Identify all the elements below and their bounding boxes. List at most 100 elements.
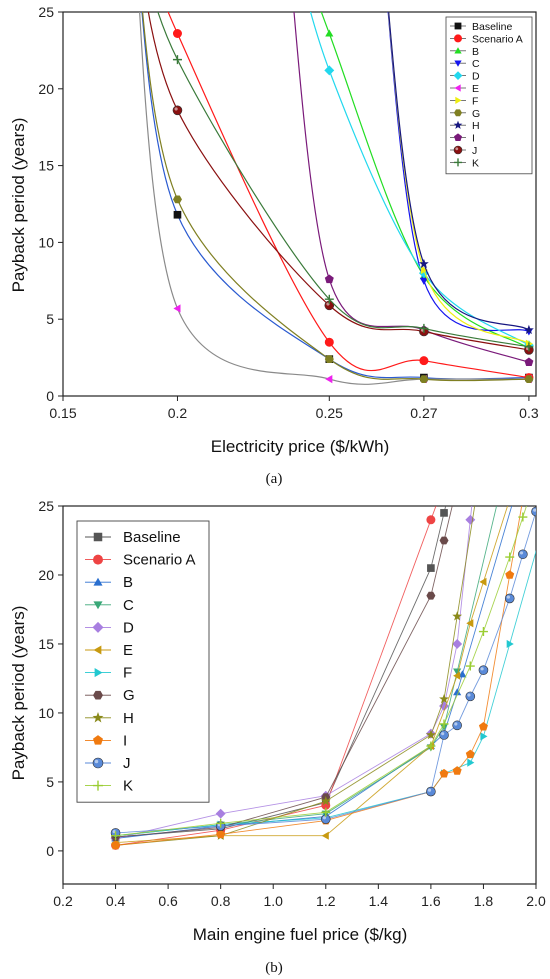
chart-b-xlabel: Main engine fuel price ($/kg) (193, 925, 408, 944)
chart-b-ytick-label: 5 (46, 774, 54, 790)
chart-b-point (439, 768, 449, 778)
chart-a-legend-marker (454, 158, 462, 167)
chart-a-point-highlight (174, 107, 178, 111)
chart-b-ylabel: Payback period (years) (9, 606, 28, 781)
chart-b-xtick-label: 0.2 (53, 893, 73, 909)
chart-a-point (324, 337, 334, 347)
chart-a-series-line (309, 12, 530, 346)
chart-a-legend-label: F (472, 95, 478, 107)
chart-b-point (439, 719, 449, 729)
chart-b: 0.2 0.4 0.6 0.8 1.0 1.2 1.4 1.6 1.8 2.0 0 5 10 15 20 25… (9, 498, 546, 976)
chart-b-plot-area (62, 505, 537, 885)
chart-b-point (465, 661, 475, 671)
chart-a-point (420, 265, 428, 275)
chart-b-point (504, 593, 515, 604)
chart-b-point (426, 515, 436, 525)
chart-a-series-line (387, 12, 530, 345)
chart-a-ylabel: Payback period (years) (9, 118, 28, 293)
chart-b-ytick-label: 10 (38, 705, 54, 721)
chart-b-series-line (115, 506, 523, 846)
chart-b-ytick-label: 25 (38, 498, 54, 514)
chart-a-series-line (387, 12, 530, 333)
chart-b-point (320, 796, 331, 806)
chart-b-point (531, 506, 536, 517)
chart-a-legend-marker-highlight (455, 147, 459, 151)
chart-b-point (426, 591, 436, 600)
chart-b-point (453, 671, 461, 680)
chart-b-legend-marker (93, 577, 103, 586)
chart-b-point (458, 670, 467, 678)
chart-b-point (479, 577, 487, 586)
chart-b-point (111, 831, 121, 841)
chart-a-point (419, 356, 429, 366)
chart-b-legend-label: Scenario A (123, 552, 196, 569)
chart-a-point (419, 323, 429, 333)
chart-b-point (478, 665, 489, 675)
chart-a-series-line (320, 12, 530, 349)
chart-b-point (506, 639, 514, 649)
chart-a-series-line (157, 12, 530, 348)
chart-b-point (480, 732, 488, 741)
chart-b-legend-marker (93, 532, 103, 542)
chart-b-point (465, 514, 476, 525)
chart-b-series-line (115, 506, 453, 838)
chart-b-point (466, 619, 474, 628)
chart-a-series-line (167, 12, 529, 379)
chart-b-xtick-label: 1.4 (369, 893, 389, 909)
chart-b-point (478, 627, 488, 637)
chart-b-point (452, 611, 463, 621)
chart-b-point (439, 536, 449, 545)
chart-b-legend-label: Baseline (123, 529, 181, 546)
chart-b-series-line (115, 506, 527, 837)
chart-a-legend-marker (454, 47, 462, 54)
chart-a-legend-label: Scenario A (472, 33, 523, 45)
chart-a-point (172, 55, 182, 65)
chart-a-legend-label: B (472, 46, 479, 58)
chart-b-legend-label: G (123, 687, 135, 704)
chart-a-legend-marker (454, 60, 462, 67)
chart-a-point (524, 375, 534, 383)
chart-b-point (518, 549, 528, 560)
chart-b-legend-marker (92, 757, 104, 769)
chart-b-legend-marker (93, 690, 103, 700)
chart-a-point (523, 324, 534, 335)
chart-a-xtick-label: 0.25 (316, 405, 343, 421)
chart-a-point (173, 304, 181, 313)
chart-b-legend-marker (93, 735, 103, 745)
chart-a: 0.15 0.2 0.25 0.27 0.3 0 5 10 15 20 25 BaselineSce… (9, 4, 539, 487)
chart-b-point-highlight (322, 816, 327, 820)
chart-a-legend-marker (453, 120, 463, 129)
chart-b-point (425, 729, 436, 740)
chart-a-plot-area (62, 11, 537, 397)
chart-a-point (324, 65, 335, 76)
chart-a-ytick-label: 5 (46, 311, 54, 327)
chart-b-caption: (b) (265, 960, 283, 976)
chart-b-legend-label: E (123, 642, 133, 659)
chart-a-point (524, 342, 534, 352)
chart-b-point (439, 730, 449, 740)
chart-b-point (452, 766, 462, 775)
chart-b-legend-label: J (123, 755, 131, 772)
chart-b-legend-marker (93, 601, 103, 610)
chart-a-series-line (293, 12, 530, 363)
chart-b-series-line (115, 506, 509, 844)
chart-a-point (172, 105, 183, 116)
chart-b-point (216, 818, 226, 828)
chart-a-legend-label: C (472, 58, 480, 70)
chart-a-legend-label: Baseline (472, 21, 512, 33)
chart-a-point (419, 277, 428, 285)
chart-b-ytick-label: 20 (38, 567, 54, 583)
chart-b-point (111, 840, 121, 850)
chart-b-legend-label: I (123, 732, 127, 749)
chart-b-xtick-label: 1.8 (474, 893, 494, 909)
chart-a-ytick-label: 25 (38, 4, 54, 20)
chart-b-point (465, 749, 475, 759)
chart-a-legend-marker (454, 34, 462, 43)
chart-a-point (524, 357, 534, 367)
chart-b-legend-marker (92, 712, 104, 723)
chart-b-legend-marker (93, 780, 103, 791)
chart-b-point-highlight (533, 508, 536, 512)
chart-b-point-highlight (427, 788, 432, 792)
chart-a-caption: (a) (266, 471, 283, 487)
